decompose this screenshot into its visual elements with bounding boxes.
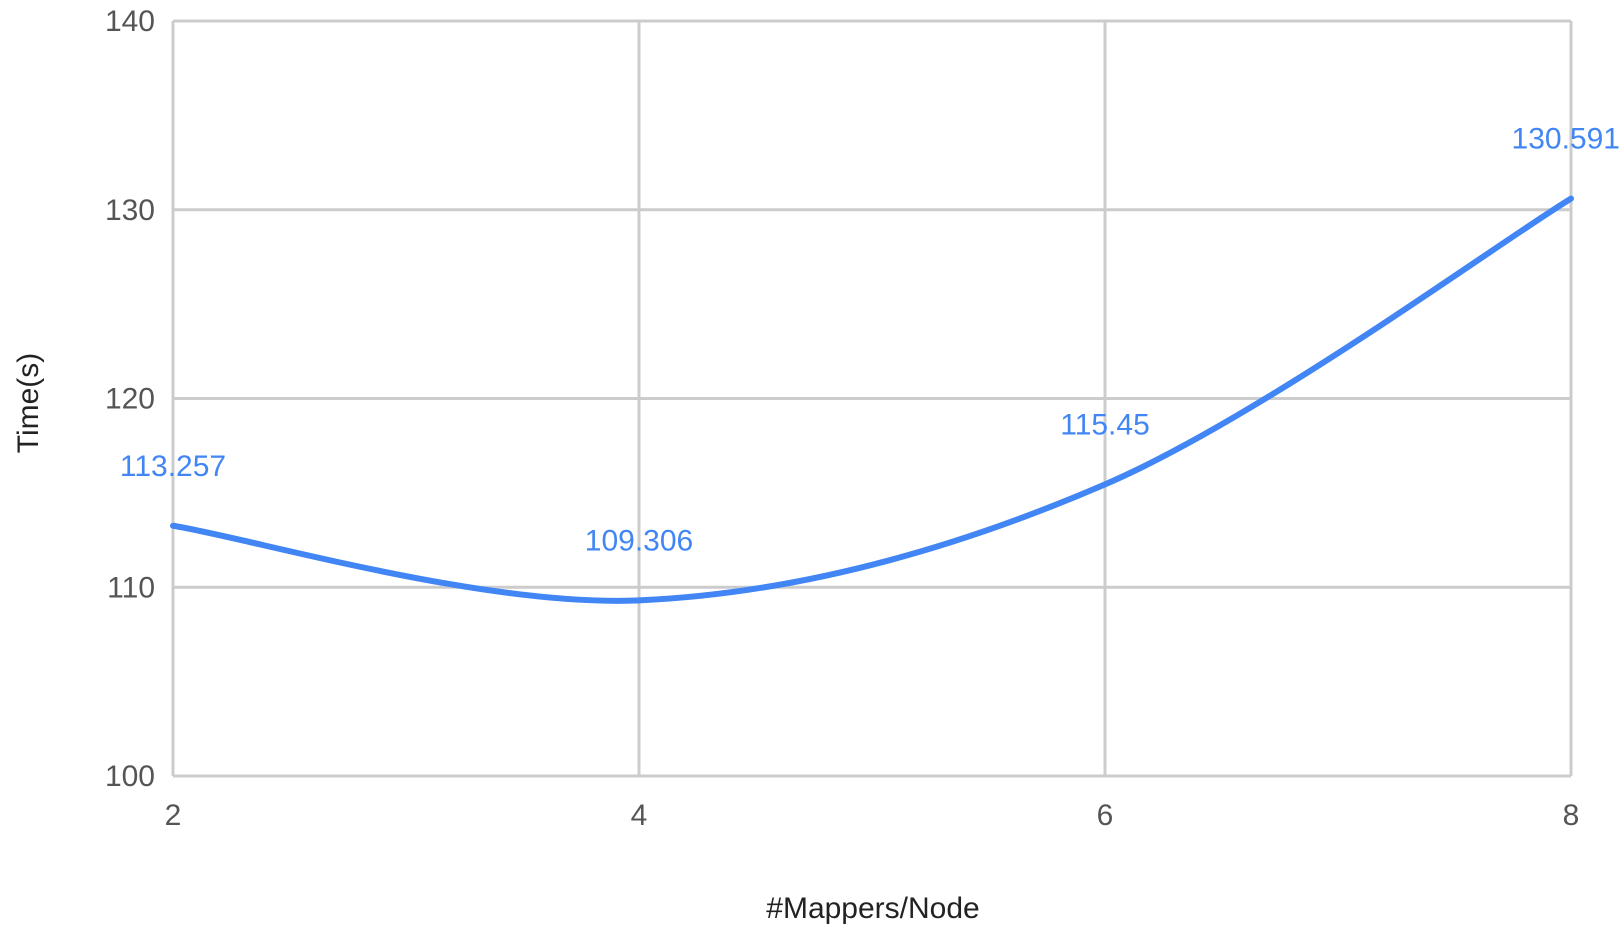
data-label-2: 113.257: [120, 450, 226, 483]
x-axis-label: #Mappers/Node: [766, 892, 979, 925]
y-tick-110: 110: [107, 571, 155, 604]
data-label-6: 115.45: [1060, 408, 1150, 441]
data-label-4: 109.306: [585, 524, 693, 557]
x-tick-labels: 2 4 6 8: [165, 799, 1580, 832]
y-tick-140: 140: [105, 5, 155, 38]
x-tick-6: 6: [1097, 799, 1114, 832]
series-layer: [170, 195, 1574, 604]
y-tick-100: 100: [105, 760, 155, 793]
x-tick-2: 2: [165, 799, 182, 832]
grid: [171, 19, 1573, 778]
data-label-8: 130.591: [1512, 123, 1620, 156]
y-tick-labels: 100 110 120 130 140: [105, 5, 155, 793]
series-line-0: [170, 195, 1574, 604]
y-tick-130: 130: [105, 194, 155, 227]
y-axis-label: Time(s): [12, 353, 45, 454]
data-labels: 113.257 109.306 115.45 130.591: [120, 123, 1620, 558]
y-tick-120: 120: [105, 383, 155, 416]
x-tick-4: 4: [631, 799, 648, 832]
x-tick-8: 8: [1563, 799, 1580, 832]
